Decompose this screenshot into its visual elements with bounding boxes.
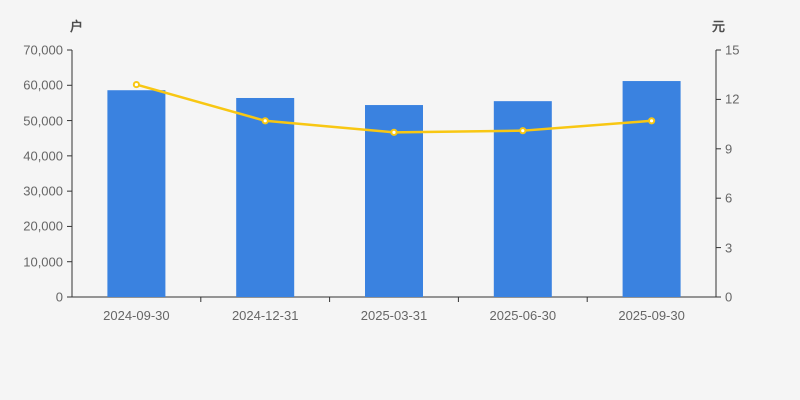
left-axis-unit-label: 户	[70, 20, 84, 35]
right-axis-tick-label: 6	[725, 190, 733, 206]
right-axis-tick-label: 3	[725, 240, 733, 256]
left-axis-tick-label: 10,000	[23, 254, 63, 270]
left-axis-tick-label: 70,000	[23, 42, 63, 58]
bar[interactable]	[622, 81, 681, 298]
bar-group	[236, 97, 295, 297]
line-marker[interactable]	[648, 117, 656, 125]
left-axis-tick-label: 60,000	[23, 77, 63, 93]
x-axis-tick-label: 2024-12-31	[231, 308, 299, 323]
right-axis-tick-label: 12	[725, 91, 740, 107]
line-marker[interactable]	[519, 127, 527, 135]
right-axis-tick-label: 9	[725, 141, 733, 157]
bar-group	[622, 81, 681, 298]
x-axis-tick-label: 2025-06-30	[489, 308, 557, 323]
x-axis-tick-label: 2025-09-30	[618, 308, 685, 323]
left-axis-tick-label: 30,000	[23, 183, 63, 199]
bar[interactable]	[365, 105, 423, 297]
right-axis-unit-label: 元	[712, 20, 726, 35]
left-axis-tick-label: 50,000	[23, 113, 63, 129]
bar-group	[365, 105, 423, 297]
right-axis-tick-label: 0	[725, 289, 733, 305]
bar-group	[107, 90, 166, 298]
left-axis-tick-label: 40,000	[23, 148, 63, 164]
bar[interactable]	[107, 90, 166, 298]
left-axis-tick-label: 0	[55, 289, 63, 305]
line-marker[interactable]	[390, 128, 398, 136]
line-marker[interactable]	[132, 80, 140, 89]
right-axis-tick-label: 15	[725, 42, 740, 58]
bar[interactable]	[236, 97, 295, 297]
x-axis-tick-label: 2024-09-30	[103, 308, 170, 323]
left-axis-tick-label: 20,000	[23, 218, 63, 234]
line-marker[interactable]	[261, 117, 269, 125]
x-axis-tick-label: 2025-03-31	[360, 308, 428, 323]
